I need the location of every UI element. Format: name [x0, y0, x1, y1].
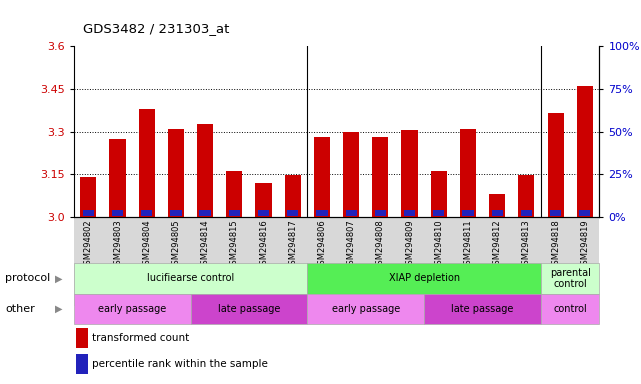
Bar — [492, 210, 503, 215]
Bar — [141, 210, 153, 215]
Bar — [258, 210, 269, 215]
Bar — [112, 210, 123, 215]
Text: transformed count: transformed count — [92, 333, 189, 343]
Bar — [197, 124, 213, 217]
Bar — [316, 210, 328, 215]
Bar — [433, 210, 444, 215]
Text: ▶: ▶ — [54, 304, 62, 314]
Bar — [550, 210, 561, 215]
Bar — [307, 263, 541, 294]
Bar — [520, 210, 532, 215]
Text: late passage: late passage — [451, 304, 513, 314]
Bar — [171, 210, 181, 215]
Text: early passage: early passage — [98, 304, 166, 314]
Text: parental
control: parental control — [550, 268, 590, 289]
Bar — [190, 294, 307, 324]
Bar — [287, 210, 298, 215]
Bar — [110, 139, 126, 217]
Bar — [375, 210, 386, 215]
Text: XIAP depletion: XIAP depletion — [388, 273, 460, 283]
Bar — [460, 129, 476, 217]
Bar — [431, 171, 447, 217]
Bar — [285, 175, 301, 217]
Bar — [541, 263, 599, 294]
Bar — [80, 177, 96, 217]
Text: early passage: early passage — [331, 304, 400, 314]
Text: GDS3482 / 231303_at: GDS3482 / 231303_at — [83, 22, 229, 35]
Bar — [401, 130, 417, 217]
Bar — [229, 210, 240, 215]
Bar — [74, 263, 307, 294]
Text: control: control — [553, 304, 587, 314]
Bar — [372, 137, 388, 217]
Bar — [199, 210, 211, 215]
Text: other: other — [5, 304, 35, 314]
Bar — [83, 210, 94, 215]
Text: lucifiearse control: lucifiearse control — [147, 273, 234, 283]
Bar — [547, 113, 563, 217]
Bar — [138, 109, 154, 217]
Bar — [541, 294, 599, 324]
Bar — [519, 175, 535, 217]
Bar — [76, 328, 88, 348]
Bar — [424, 294, 541, 324]
Bar — [345, 210, 357, 215]
Bar — [579, 210, 590, 215]
Bar — [577, 86, 593, 217]
Bar — [314, 137, 330, 217]
Text: percentile rank within the sample: percentile rank within the sample — [92, 359, 268, 369]
Bar — [256, 183, 272, 217]
Bar — [404, 210, 415, 215]
Bar — [76, 354, 88, 374]
Bar — [168, 129, 184, 217]
Bar — [462, 210, 474, 215]
Bar — [343, 132, 359, 217]
Text: late passage: late passage — [218, 304, 280, 314]
Text: protocol: protocol — [5, 273, 51, 283]
Bar — [226, 171, 242, 217]
Bar — [489, 194, 505, 217]
Text: ▶: ▶ — [54, 273, 62, 283]
Bar — [74, 294, 190, 324]
Bar — [307, 294, 424, 324]
